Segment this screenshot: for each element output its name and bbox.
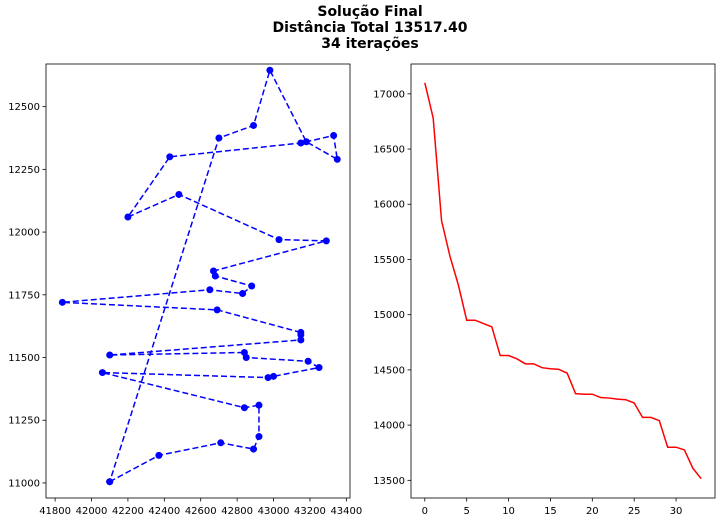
- city-point: [266, 66, 274, 74]
- city-point: [175, 190, 183, 198]
- city-point: [330, 131, 338, 139]
- y-tick-label: 11250: [8, 416, 40, 427]
- city-point: [255, 433, 263, 441]
- x-tick-label: 42600: [185, 506, 217, 517]
- y-tick-label: 16500: [373, 145, 405, 156]
- axes-frame: [410, 63, 716, 499]
- city-point: [106, 351, 114, 359]
- y-tick-label: 14000: [373, 421, 405, 432]
- city-point: [209, 267, 217, 275]
- y-tick-label: 11000: [8, 478, 40, 489]
- x-tick-label: 43400: [330, 506, 362, 517]
- city-point: [240, 348, 248, 356]
- city-point: [240, 404, 248, 412]
- y-tick-label: 13500: [373, 476, 405, 487]
- title-line-3: 34 iterações: [321, 36, 419, 52]
- city-point: [217, 439, 225, 447]
- x-tick-label: 5: [464, 506, 470, 517]
- y-tick-label: 12000: [8, 228, 40, 239]
- x-tick-label: 0: [422, 506, 428, 517]
- x-tick-label: 43200: [294, 506, 326, 517]
- x-tick-label: 30: [670, 506, 683, 517]
- city-point: [98, 369, 106, 377]
- city-point: [297, 139, 305, 147]
- city-point: [106, 478, 114, 486]
- y-tick-label: 16000: [373, 200, 405, 211]
- x-tick-label: 42400: [148, 506, 180, 517]
- city-point: [206, 286, 214, 294]
- city-point: [215, 134, 223, 142]
- city-point: [333, 155, 341, 163]
- city-point: [255, 401, 263, 409]
- figure-title: Solução Final Distância Total 13517.40 3…: [0, 4, 722, 52]
- city-point: [264, 374, 272, 382]
- axes-frame: [45, 63, 351, 499]
- y-tick-label: 17000: [373, 89, 405, 100]
- route-chart: 41800 42000 42200 42400 42600 42800 43000 43200…: [8, 63, 362, 517]
- y-tick-label: 14500: [373, 365, 405, 376]
- y-tick-label: 11750: [8, 290, 40, 301]
- y-tick-label: 11500: [8, 353, 40, 364]
- city-point: [270, 372, 278, 380]
- x-tick-label: 25: [628, 506, 641, 517]
- city-point: [275, 236, 283, 244]
- x-tick-label: 43000: [258, 506, 290, 517]
- y-tick-label: 12500: [8, 102, 40, 113]
- x-tick-label: 10: [502, 506, 515, 517]
- city-point: [250, 445, 258, 453]
- city-point: [297, 336, 305, 344]
- city-point: [297, 328, 305, 336]
- city-point: [248, 282, 256, 290]
- city-point: [250, 121, 258, 129]
- y-tick-label: 12250: [8, 165, 40, 176]
- title-line-2: Distância Total 13517.40: [272, 20, 468, 36]
- city-point: [304, 357, 312, 365]
- x-tick-label: 42800: [221, 506, 253, 517]
- city-point: [155, 451, 163, 459]
- distance-curve: [424, 82, 702, 480]
- city-point: [124, 213, 132, 221]
- city-point: [239, 290, 247, 298]
- city-point: [302, 138, 310, 146]
- route-path: [62, 68, 339, 483]
- convergence-chart: 0 5 10 15 20 25 30 13500 14000 14500 15000 15500 160…: [373, 63, 716, 517]
- city-point: [58, 298, 66, 306]
- x-tick-label: 42200: [112, 506, 144, 517]
- x-tick-label: 15: [544, 506, 557, 517]
- city-point: [166, 153, 174, 161]
- x-tick-label: 20: [586, 506, 599, 517]
- title-line-1: Solução Final: [317, 4, 423, 20]
- y-tick-label: 15500: [373, 255, 405, 266]
- city-point: [213, 306, 221, 314]
- x-tick-label: 42000: [76, 506, 108, 517]
- city-point: [322, 237, 330, 245]
- y-tick-label: 15000: [373, 310, 405, 321]
- city-point: [315, 364, 323, 372]
- x-tick-label: 41800: [39, 506, 71, 517]
